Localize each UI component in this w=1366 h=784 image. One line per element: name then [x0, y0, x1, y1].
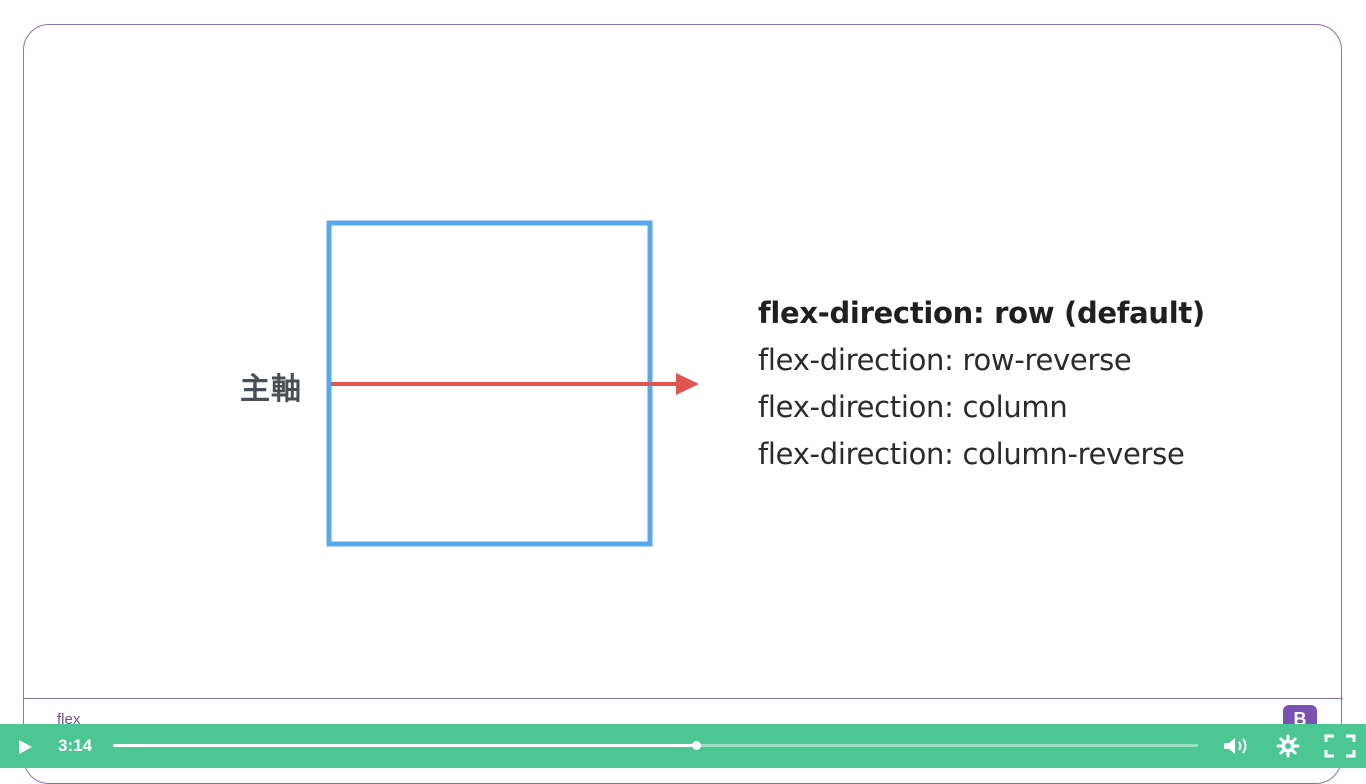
- current-time: 3:14: [58, 736, 93, 755]
- progress-bar[interactable]: [113, 741, 1198, 750]
- flex-diagram: [326, 220, 699, 547]
- play-icon: [19, 740, 32, 754]
- fullscreen-icon: [1324, 734, 1356, 758]
- main-axis-label: 主軸: [240, 372, 302, 407]
- option-column: flex-direction: column: [758, 390, 1068, 424]
- fullscreen-button[interactable]: [1323, 733, 1357, 759]
- progress-knob[interactable]: [691, 741, 701, 750]
- slide-footer-label: flex: [57, 711, 81, 728]
- slide-frame: [23, 24, 1342, 784]
- option-row: flex-direction: row (default): [758, 296, 1205, 330]
- play-button[interactable]: [10, 734, 36, 760]
- option-row-reverse: flex-direction: row-reverse: [758, 343, 1132, 377]
- slide-footer-divider: [23, 698, 1343, 699]
- video-control-bar: 3:14: [0, 724, 1366, 768]
- settings-button[interactable]: [1274, 733, 1304, 759]
- flex-direction-options: flex-direction: row (default) flex-direc…: [758, 291, 1205, 479]
- volume-button[interactable]: [1221, 733, 1251, 759]
- volume-icon: [1224, 738, 1247, 754]
- option-column-reverse: flex-direction: column-reverse: [758, 437, 1185, 471]
- progress-fill: [113, 744, 696, 747]
- gear-icon: [1276, 734, 1300, 758]
- main-axis-arrow-head: [676, 373, 699, 395]
